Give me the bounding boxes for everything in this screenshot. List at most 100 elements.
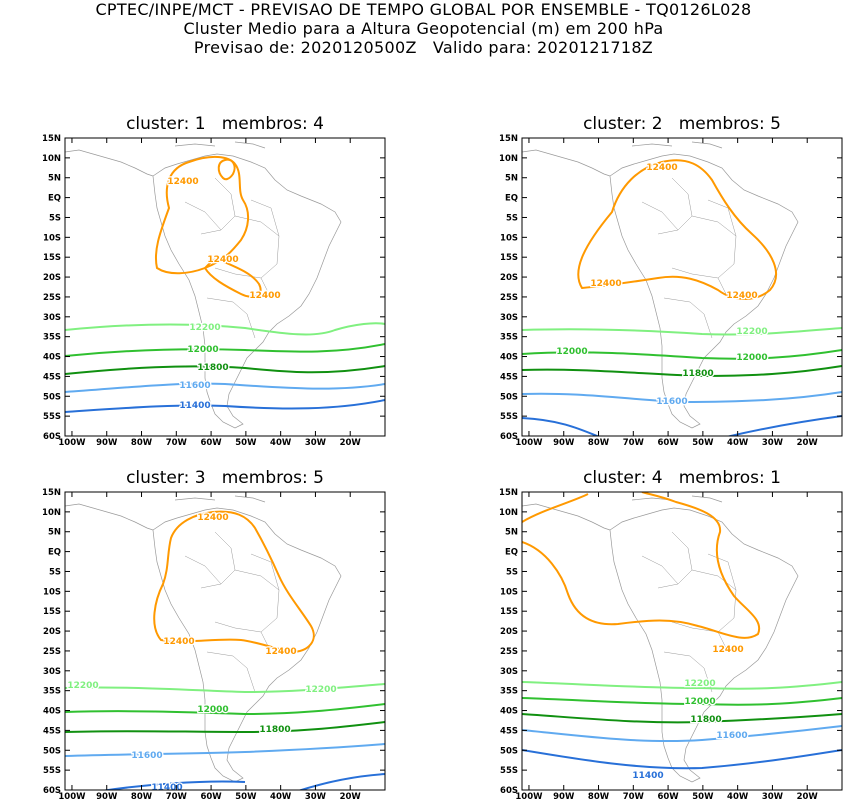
lat-label: 20S bbox=[500, 273, 518, 283]
contour-label: 12400 bbox=[167, 177, 198, 187]
panel-cluster-1: cluster: 1 membros: 4 12400 12400 12400 122… bbox=[25, 114, 425, 448]
lat-label: 55S bbox=[43, 766, 61, 776]
contour-label: 11800 bbox=[690, 715, 721, 725]
lat-label: 45S bbox=[43, 726, 61, 736]
contour-12000 bbox=[65, 703, 385, 716]
lat-label: 35S bbox=[500, 687, 518, 697]
lon-label: 40W bbox=[270, 438, 292, 448]
contour-11800 bbox=[522, 713, 842, 724]
country-border bbox=[250, 199, 280, 237]
country-border bbox=[663, 651, 713, 693]
lat-label: 25S bbox=[43, 293, 61, 303]
map-cluster-4: 12400 12200 12000 11800 11600 11400 15N 10N 5N EQ… bbox=[499, 488, 843, 802]
lat-label: 10N bbox=[499, 154, 518, 164]
lon-label: 90W bbox=[553, 792, 575, 802]
contour-11800 bbox=[65, 721, 385, 734]
contour-label: 11600 bbox=[179, 381, 210, 391]
map-cluster-3: 12400 12400 12400 12200 12200 12000 11800 11600… bbox=[42, 488, 386, 802]
contour-12400 bbox=[155, 156, 249, 275]
contour-12400 bbox=[577, 159, 777, 300]
contour-11400 bbox=[65, 399, 385, 413]
lat-label: 25S bbox=[43, 647, 61, 657]
lat-label: 30S bbox=[500, 313, 518, 323]
contour-12200 bbox=[65, 322, 385, 336]
lat-label: 30S bbox=[43, 313, 61, 323]
lon-label: 100W bbox=[58, 438, 86, 448]
lon-label: 20W bbox=[340, 792, 362, 802]
lat-label: 10S bbox=[43, 233, 61, 243]
lon-label: 100W bbox=[515, 438, 543, 448]
panel-title: cluster: 3 membros: 5 bbox=[126, 468, 324, 488]
lat-label: 60S bbox=[43, 432, 61, 442]
country-border bbox=[663, 297, 713, 339]
lon-label: 40W bbox=[270, 792, 292, 802]
contour-11400 bbox=[297, 773, 385, 790]
map-frame bbox=[521, 137, 843, 437]
lat-label: 5N bbox=[48, 528, 61, 538]
contour-label: 12000 bbox=[684, 697, 715, 707]
lon-label: 100W bbox=[58, 792, 86, 802]
lat-label: 35S bbox=[43, 333, 61, 343]
contour-11600 bbox=[65, 382, 385, 393]
contour-label: 12400 bbox=[590, 279, 621, 289]
lon-label: 90W bbox=[96, 438, 118, 448]
lat-label: 35S bbox=[43, 687, 61, 697]
lon-label: 60W bbox=[657, 792, 679, 802]
lon-label: 60W bbox=[657, 438, 679, 448]
lon-label: 60W bbox=[200, 792, 222, 802]
lat-label: 5N bbox=[48, 174, 61, 184]
lat-label: 35S bbox=[500, 333, 518, 343]
country-border bbox=[184, 555, 222, 585]
panel-title: cluster: 4 membros: 1 bbox=[583, 468, 781, 488]
lon-label: 70W bbox=[623, 792, 645, 802]
country-border bbox=[200, 531, 236, 589]
contour-label: 11600 bbox=[131, 751, 162, 761]
country-border bbox=[250, 553, 280, 591]
country-border bbox=[206, 651, 256, 693]
contour-11400 bbox=[101, 780, 246, 790]
lat-label: 5N bbox=[505, 174, 518, 184]
lat-label: 15N bbox=[42, 134, 61, 144]
lon-label: 40W bbox=[727, 792, 749, 802]
contour-12400 bbox=[153, 510, 315, 654]
contour-label: 12200 bbox=[305, 685, 336, 695]
contour-12400 bbox=[217, 158, 236, 181]
lat-label: 5S bbox=[506, 567, 518, 577]
lon-label: 50W bbox=[235, 792, 257, 802]
lat-label: 50S bbox=[43, 392, 61, 402]
country-border bbox=[671, 621, 729, 653]
central-america-coastline bbox=[65, 149, 154, 177]
lon-label: 90W bbox=[96, 792, 118, 802]
lon-label: 20W bbox=[797, 438, 819, 448]
lat-label: 15S bbox=[43, 607, 61, 617]
lat-label: 50S bbox=[500, 746, 518, 756]
lat-label: 10S bbox=[500, 587, 518, 597]
contour-label: 12400 bbox=[265, 647, 296, 657]
country-border bbox=[707, 553, 737, 591]
contour-label: 11400 bbox=[632, 771, 663, 781]
lat-label: EQ bbox=[505, 548, 518, 558]
south-america-coastline bbox=[152, 153, 342, 429]
contour-11600 bbox=[522, 725, 842, 743]
lat-label: 15S bbox=[500, 607, 518, 617]
contour-label: 11800 bbox=[197, 363, 228, 373]
contour-12000 bbox=[522, 349, 842, 360]
map-frame bbox=[521, 491, 843, 791]
lat-label: EQ bbox=[48, 194, 61, 204]
central-america-coastline bbox=[522, 503, 611, 531]
contour-11800 bbox=[522, 365, 842, 378]
country-border bbox=[234, 215, 280, 279]
contour-11400 bbox=[726, 415, 842, 436]
lat-label: 40S bbox=[43, 707, 61, 717]
lon-label: 100W bbox=[515, 792, 543, 802]
caribbean-islands bbox=[631, 495, 723, 503]
lon-label: 30W bbox=[762, 792, 784, 802]
lat-label: 25S bbox=[500, 647, 518, 657]
lon-label: 80W bbox=[588, 438, 610, 448]
contour-12200 bbox=[522, 327, 842, 336]
map-plot-area: 12400 12400 12400 12200 12000 12000 11800 11600 bbox=[522, 141, 842, 436]
lat-label: 45S bbox=[500, 726, 518, 736]
lon-label: 30W bbox=[305, 792, 327, 802]
contour-11600 bbox=[65, 743, 385, 757]
lat-label: 20S bbox=[43, 627, 61, 637]
